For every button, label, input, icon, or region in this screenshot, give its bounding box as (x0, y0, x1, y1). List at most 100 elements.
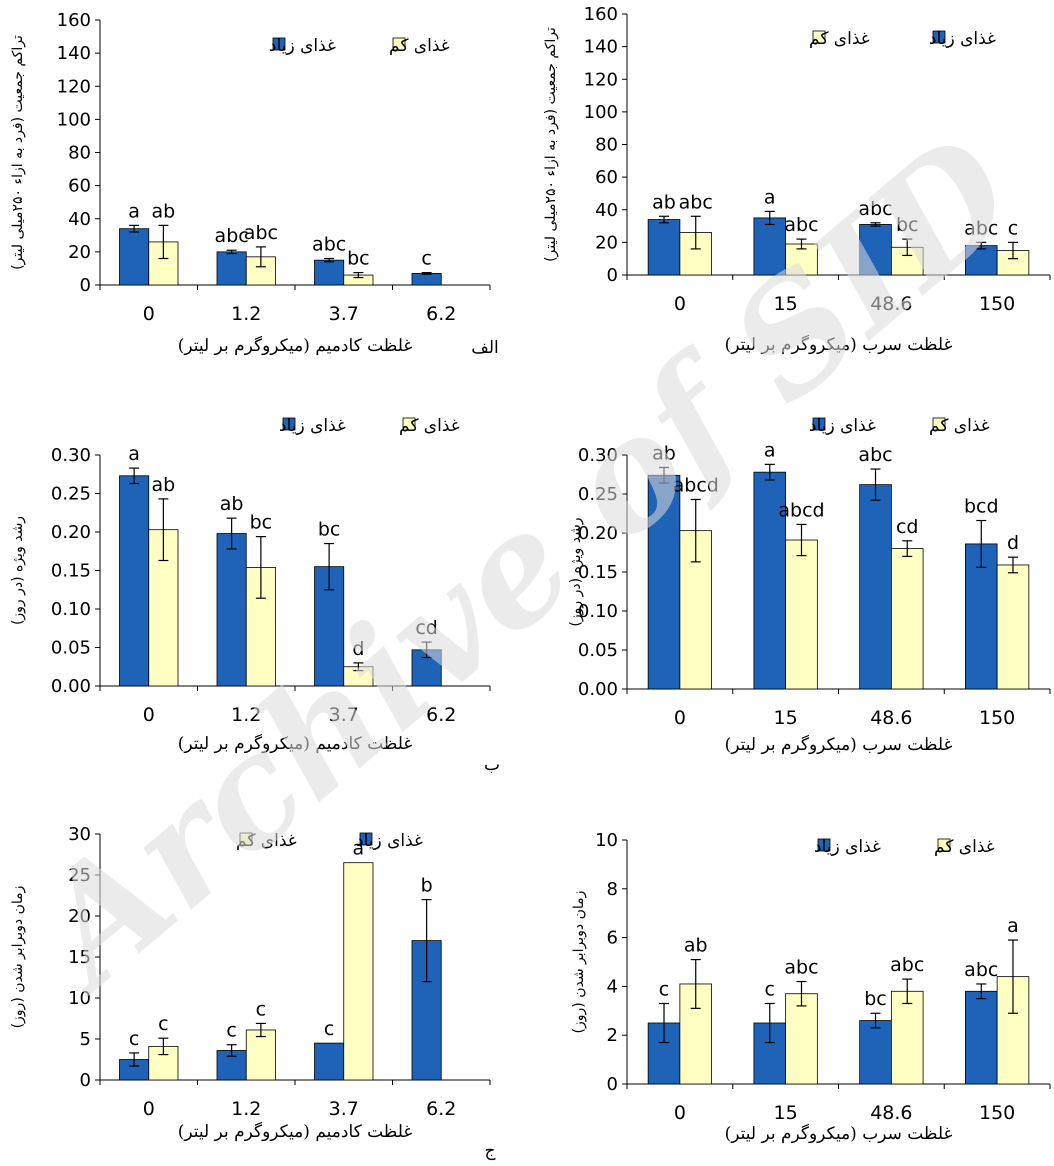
bar-low (890, 990, 924, 1085)
bar-low (785, 539, 818, 690)
significance-letter: a (764, 186, 776, 208)
y-tick-label: 140 (584, 37, 618, 58)
significance-letter: d (1007, 532, 1019, 554)
y-tick-label: 0 (80, 275, 91, 296)
y-tick-label: 0.25 (578, 484, 618, 505)
y-axis-label: تراکم جمعیت (فرد به ازاء ۲۵۰میلی لیتر) (543, 27, 559, 262)
significance-letter: a (353, 838, 365, 860)
legend-swatch-high (282, 417, 296, 431)
y-tick-label: 0 (607, 265, 618, 286)
legend-label-low: غذای کم (399, 416, 460, 436)
x-tick-label: 6.2 (426, 1098, 456, 1120)
bar-high (411, 273, 442, 286)
legend-label-low: غذای کم (934, 837, 995, 857)
significance-letter: c (324, 1018, 334, 1040)
legend-label-high: غذای زیاد (269, 36, 336, 56)
legend-swatch-high (817, 838, 831, 852)
legend-label-high: غذای زیاد (356, 831, 423, 851)
significance-letter: a (764, 439, 776, 461)
significance-letter: abc (858, 198, 892, 220)
legend-swatch-low (937, 838, 951, 852)
y-tick-label: 0.05 (51, 638, 91, 659)
chart-cd-growth: 0.000.050.100.150.200.250.300 1.2 3.7 6.2aa… (10, 416, 500, 775)
x-axis-label: غلظت سرب (میکروگرم بر لیتر) (725, 1123, 953, 1144)
significance-letter: c (1008, 217, 1018, 239)
x-tick-label: 48.6 (870, 1102, 912, 1124)
y-tick-label: 20 (68, 906, 91, 927)
x-tick-label: 150 (979, 293, 1015, 315)
legend-swatch-low (239, 832, 253, 846)
significance-letter: bc (347, 248, 370, 270)
y-tick-label: 160 (57, 10, 91, 31)
significance-letter: abc (784, 214, 818, 236)
y-tick-label: 6 (607, 928, 618, 949)
bar-high (859, 224, 892, 276)
x-tick-label: 15 (774, 707, 798, 729)
y-tick-label: 0.10 (51, 599, 91, 620)
bar-high (314, 1042, 345, 1081)
significance-letter: abc (964, 217, 998, 239)
y-tick-label: 0.15 (578, 562, 618, 583)
y-axis-label: زمان دوبرابر شدن (روز) (10, 886, 26, 1029)
bar-high (965, 543, 998, 690)
legend-label-low: غذای کم (929, 416, 990, 436)
bar-high (965, 990, 998, 1085)
x-tick-label: 6.2 (426, 303, 456, 325)
x-tick-label: 3.7 (329, 303, 359, 325)
significance-letter: abc (679, 191, 713, 213)
y-tick-label: 0 (80, 1070, 91, 1091)
bar-high (859, 484, 892, 690)
significance-letter: a (1007, 915, 1019, 937)
x-tick-label: 0 (143, 303, 155, 325)
y-tick-label: 30 (68, 824, 91, 845)
significance-letter: abc (244, 222, 278, 244)
significance-letter: bcd (964, 496, 999, 518)
significance-letter: c (158, 1013, 168, 1035)
bar-low (996, 564, 1030, 690)
legend-label-low: غذای کم (809, 29, 870, 49)
significance-letter: ab (152, 474, 176, 496)
bar-high (859, 1020, 892, 1085)
y-tick-label: 0.30 (51, 445, 91, 466)
y-tick-label: 0.25 (51, 484, 91, 505)
significance-letter: ab (652, 191, 676, 213)
x-axis-label: غلظت سرب (میکروگرم بر لیتر) (725, 734, 953, 755)
legend-swatch-low (402, 417, 416, 431)
significance-letter: ab (152, 200, 176, 222)
significance-letter: bc (864, 988, 887, 1010)
significance-letter: abc (215, 225, 249, 247)
y-tick-label: 8 (607, 879, 618, 900)
bar-high (647, 219, 681, 276)
chart-pb-growth: 0.000.050.100.150.200.250.300 15 48.6 150ab… (568, 416, 1051, 755)
y-tick-label: 25 (68, 865, 91, 886)
y-tick-label: 4 (607, 976, 618, 997)
y-tick-label: 80 (68, 143, 91, 164)
y-tick-label: 100 (584, 102, 618, 123)
y-tick-label: 10 (68, 988, 91, 1009)
significance-letter: abcd (778, 499, 824, 521)
legend-label-low: غذای کم (236, 831, 297, 851)
significance-letter: abc (890, 954, 924, 976)
y-tick-label: 0 (607, 1074, 618, 1095)
y-tick-label: 0.20 (578, 523, 618, 544)
bar-low (785, 993, 818, 1085)
y-tick-label: 0.15 (51, 561, 91, 582)
x-tick-label: 0 (674, 1102, 686, 1124)
significance-letter: c (226, 1020, 236, 1042)
x-tick-label: 150 (979, 1102, 1015, 1124)
bar-low (343, 862, 374, 1081)
x-tick-label: 0 (674, 707, 686, 729)
panel-row-label: الف (471, 338, 499, 358)
significance-letter: c (659, 978, 669, 1000)
bar-high (647, 474, 681, 690)
bar-high (119, 228, 150, 286)
x-tick-label: 0 (143, 704, 155, 726)
x-tick-label: 15 (774, 293, 798, 315)
legend-swatch-low (932, 417, 946, 431)
significance-letter: d (352, 638, 364, 660)
x-tick-label: 0 (143, 1098, 155, 1120)
significance-letter: c (765, 978, 775, 1000)
